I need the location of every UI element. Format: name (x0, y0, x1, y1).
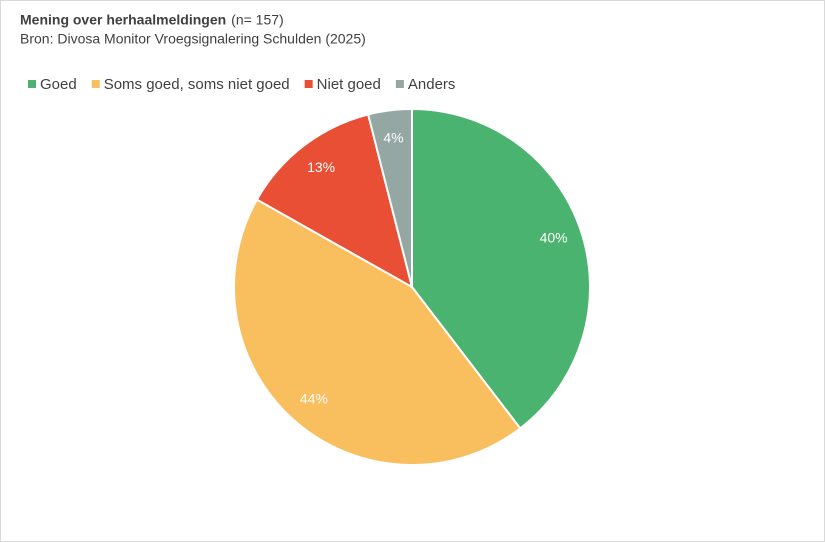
chart-title: Mening over herhaalmeldingen (20, 12, 226, 28)
value-label: 4% (383, 129, 403, 145)
legend-label: Niet goed (317, 76, 381, 93)
legend-swatch (28, 80, 36, 88)
legend-swatch (304, 80, 313, 88)
legend-label: Anders (408, 76, 456, 93)
value-label: 44% (300, 391, 328, 407)
legend-swatch (395, 80, 404, 88)
legend-label: Soms goed, soms niet goed (104, 76, 290, 93)
legend-swatch (91, 80, 100, 88)
pie-slice (255, 113, 414, 290)
legend-label: Goed (40, 76, 77, 93)
pie-slice (411, 107, 591, 430)
pie-slice (233, 198, 522, 466)
pie-slice (366, 107, 413, 288)
chart-title-note: (n= 157) (231, 12, 284, 28)
value-label: 13% (307, 159, 335, 175)
chart-subtitle: Bron: Divosa Monitor Vroegsignalering Sc… (20, 31, 366, 47)
value-label: 40% (540, 230, 568, 246)
